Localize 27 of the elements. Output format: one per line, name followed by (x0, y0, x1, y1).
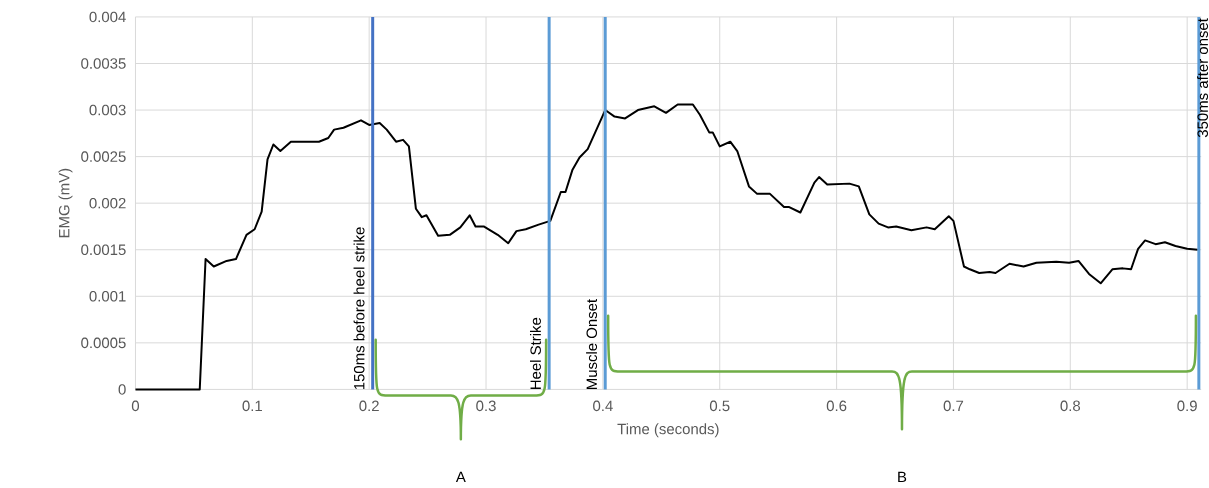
x-tick-label: 0.8 (1060, 400, 1081, 412)
x-tick-label: 0 (131, 400, 140, 412)
x-tick-label: 0.2 (359, 400, 379, 412)
text: B (898, 471, 907, 483)
ref-line-label: 350ms after onset (1197, 18, 1208, 138)
y-tick-label: 0.002 (89, 197, 126, 209)
y-tick-label: 0.0035 (81, 58, 126, 69)
x-axis-title: Time (seconds) (617, 423, 719, 438)
y-tick-label: 0.003 (89, 104, 126, 116)
x-tick-label: 0.1 (242, 400, 262, 412)
x-tick-label: 0.7 (943, 400, 964, 412)
y-tick-label: 0.001 (89, 291, 126, 302)
y-tick-label: 0.0015 (81, 244, 126, 256)
x-tick-label: 0.6 (826, 400, 847, 412)
ref-line-label: Muscle Onset (586, 299, 598, 389)
x-tick-label: 0.3 (476, 400, 496, 412)
text: A (455, 471, 466, 483)
x-tick-label: 0.9 (1177, 400, 1197, 412)
y-tick-label: 0.0025 (81, 151, 126, 162)
ref-line-label: Heel Strike (529, 317, 541, 389)
ref-line-label: 150ms before heel strike (353, 227, 365, 390)
y-axis-title: EMG (mV) (58, 168, 73, 238)
y-tick-label: 0.004 (89, 11, 126, 23)
x-tick-label: 0.4 (593, 400, 613, 412)
y-tick-label: 0 (118, 384, 126, 395)
y-tick-label: 0.0005 (81, 337, 126, 349)
x-tick-label: 0.5 (709, 400, 730, 412)
